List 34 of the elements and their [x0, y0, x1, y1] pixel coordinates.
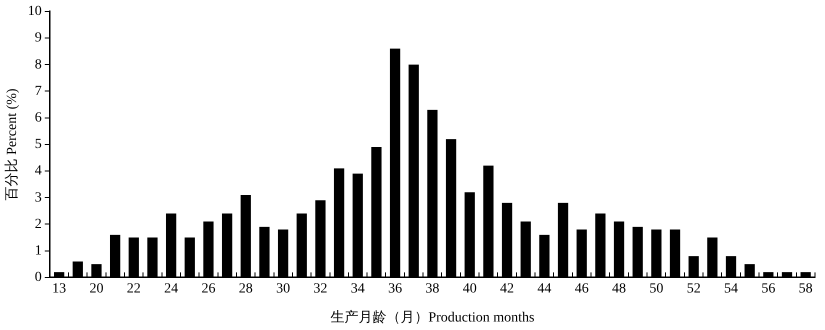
y-tick-label: 3 — [34, 190, 42, 206]
x-tick-label: 36 — [388, 281, 402, 296]
x-tick-label: 56 — [761, 281, 776, 296]
x-tick-label: 50 — [649, 281, 664, 296]
x-tick-label: 20 — [89, 281, 104, 296]
y-tick-label: 5 — [34, 137, 42, 152]
y-tick-label: 6 — [34, 110, 42, 126]
x-tick-label: 46 — [574, 281, 589, 296]
y-tick-label: 0 — [34, 270, 42, 286]
x-tick-label: 34 — [350, 281, 365, 296]
x-tick-label: 54 — [724, 281, 738, 296]
y-tick-label: 2 — [34, 216, 42, 232]
x-tick-label: 13 — [52, 281, 66, 296]
x-tick-label: 28 — [238, 281, 253, 296]
y-tick-label: 8 — [34, 57, 42, 72]
x-tick-label: 22 — [126, 281, 141, 296]
x-tick-label: 38 — [425, 281, 440, 296]
y-axis-title: 百分比 Percent (%) — [4, 88, 20, 200]
x-tick-label: 32 — [313, 281, 328, 296]
y-tick-label: 10 — [28, 4, 42, 20]
x-tick-label: 42 — [500, 281, 514, 296]
y-tick-label: 4 — [34, 164, 42, 179]
x-tick-label: 40 — [462, 281, 477, 296]
x-tick-label: 58 — [798, 281, 813, 296]
y-tick-label: 9 — [34, 30, 42, 46]
x-tick-label: 26 — [201, 281, 216, 296]
x-tick-label: 30 — [276, 281, 290, 296]
x-axis-title: 生产月龄（月）Production months — [330, 309, 534, 326]
y-tick-label: 1 — [34, 243, 42, 258]
x-tick-label: 52 — [686, 281, 701, 296]
x-tick-label: 24 — [164, 281, 178, 296]
x-tick-label: 48 — [612, 281, 626, 296]
x-tick-label: 44 — [537, 281, 552, 296]
y-tick-label: 7 — [34, 84, 42, 99]
